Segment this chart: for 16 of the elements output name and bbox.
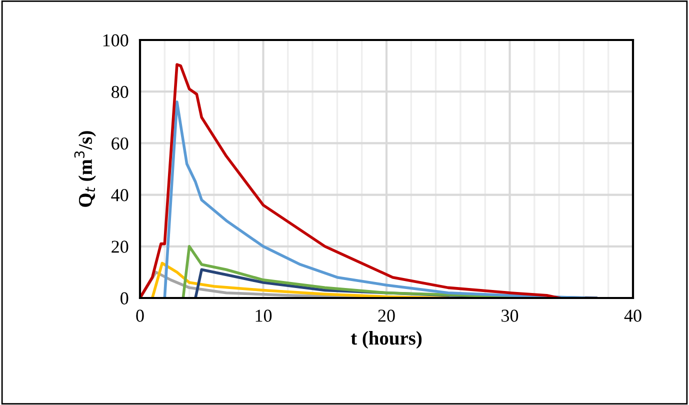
y-tick-label: 40 <box>111 189 128 202</box>
x-tick-label: 0 <box>136 310 144 322</box>
x-tick-label: 10 <box>256 310 272 322</box>
y-tick-label: 100 <box>103 34 128 46</box>
x-axis-title: t (hours) <box>350 331 422 349</box>
y-tick-label: 80 <box>112 86 128 98</box>
x-tick-label: 20 <box>378 310 395 322</box>
y-tick-label: 20 <box>112 240 128 253</box>
x-tick-label: 30 <box>502 310 518 322</box>
line-series <box>163 100 586 298</box>
line-series <box>140 63 560 298</box>
line-series <box>150 262 450 298</box>
y-tick-label: 60 <box>112 137 128 150</box>
y-axis-title: Q$_{t}$ (m$^{3}$/s) <box>74 131 96 207</box>
x-tick-label: 40 <box>624 310 642 322</box>
y-tick-label: 0 <box>120 292 128 304</box>
